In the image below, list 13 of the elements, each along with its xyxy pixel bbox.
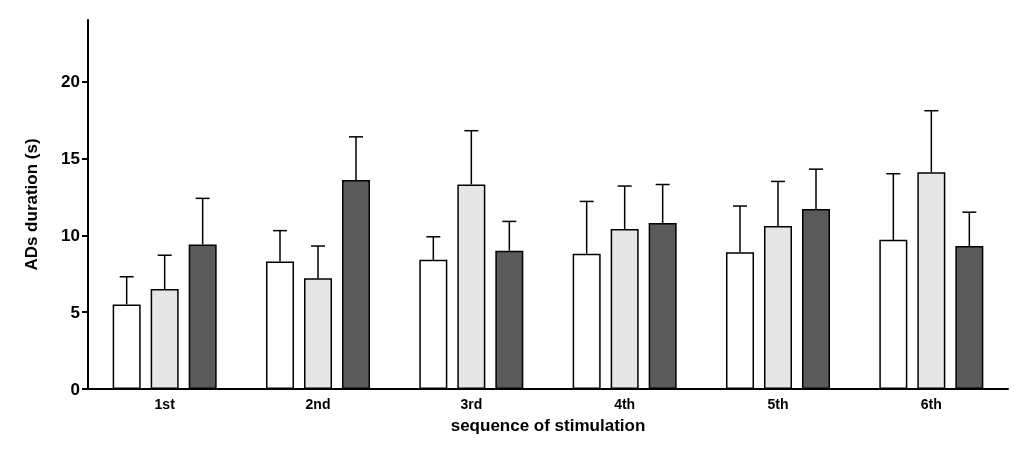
- y-tick-label: 15: [61, 148, 80, 168]
- x-tick-label: 6th: [920, 396, 942, 412]
- x-tick-label: 2nd: [305, 396, 331, 412]
- x-axis-title: sequence of stimulation: [450, 416, 646, 435]
- x-tick-label: 3rd: [460, 396, 483, 412]
- y-axis-title: ADs duration (s): [22, 138, 41, 271]
- y-tick-label: 10: [61, 225, 80, 245]
- x-tick-label: 1st: [154, 396, 176, 412]
- x-tick-label: 5th: [767, 396, 789, 412]
- x-tick-label: 4th: [614, 396, 636, 412]
- y-tick-label: 5: [70, 302, 80, 322]
- y-tick-label: 20: [61, 72, 80, 91]
- y-tick-label: 0: [70, 379, 80, 399]
